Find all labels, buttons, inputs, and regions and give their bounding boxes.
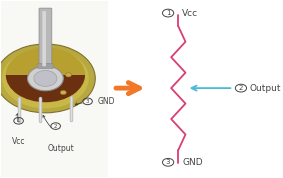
Wedge shape [6,48,85,75]
FancyBboxPatch shape [39,8,52,67]
Wedge shape [2,48,89,108]
Circle shape [60,90,67,95]
Text: 2: 2 [54,124,57,129]
Text: Vcc: Vcc [12,137,25,146]
Text: 2: 2 [239,85,243,91]
Wedge shape [6,75,85,102]
FancyBboxPatch shape [42,11,46,66]
Circle shape [27,66,63,91]
Wedge shape [0,44,95,113]
Text: 1: 1 [166,10,170,16]
Text: Output: Output [250,84,281,93]
Text: Vcc: Vcc [182,9,198,18]
Circle shape [34,70,57,86]
FancyBboxPatch shape [1,1,108,177]
FancyBboxPatch shape [38,63,53,69]
Text: Output: Output [47,144,74,153]
Circle shape [65,73,72,77]
Text: GND: GND [98,97,115,106]
Text: 1: 1 [17,118,20,123]
Text: 3: 3 [166,159,170,165]
Text: GND: GND [182,158,203,167]
Text: 3: 3 [86,99,89,104]
